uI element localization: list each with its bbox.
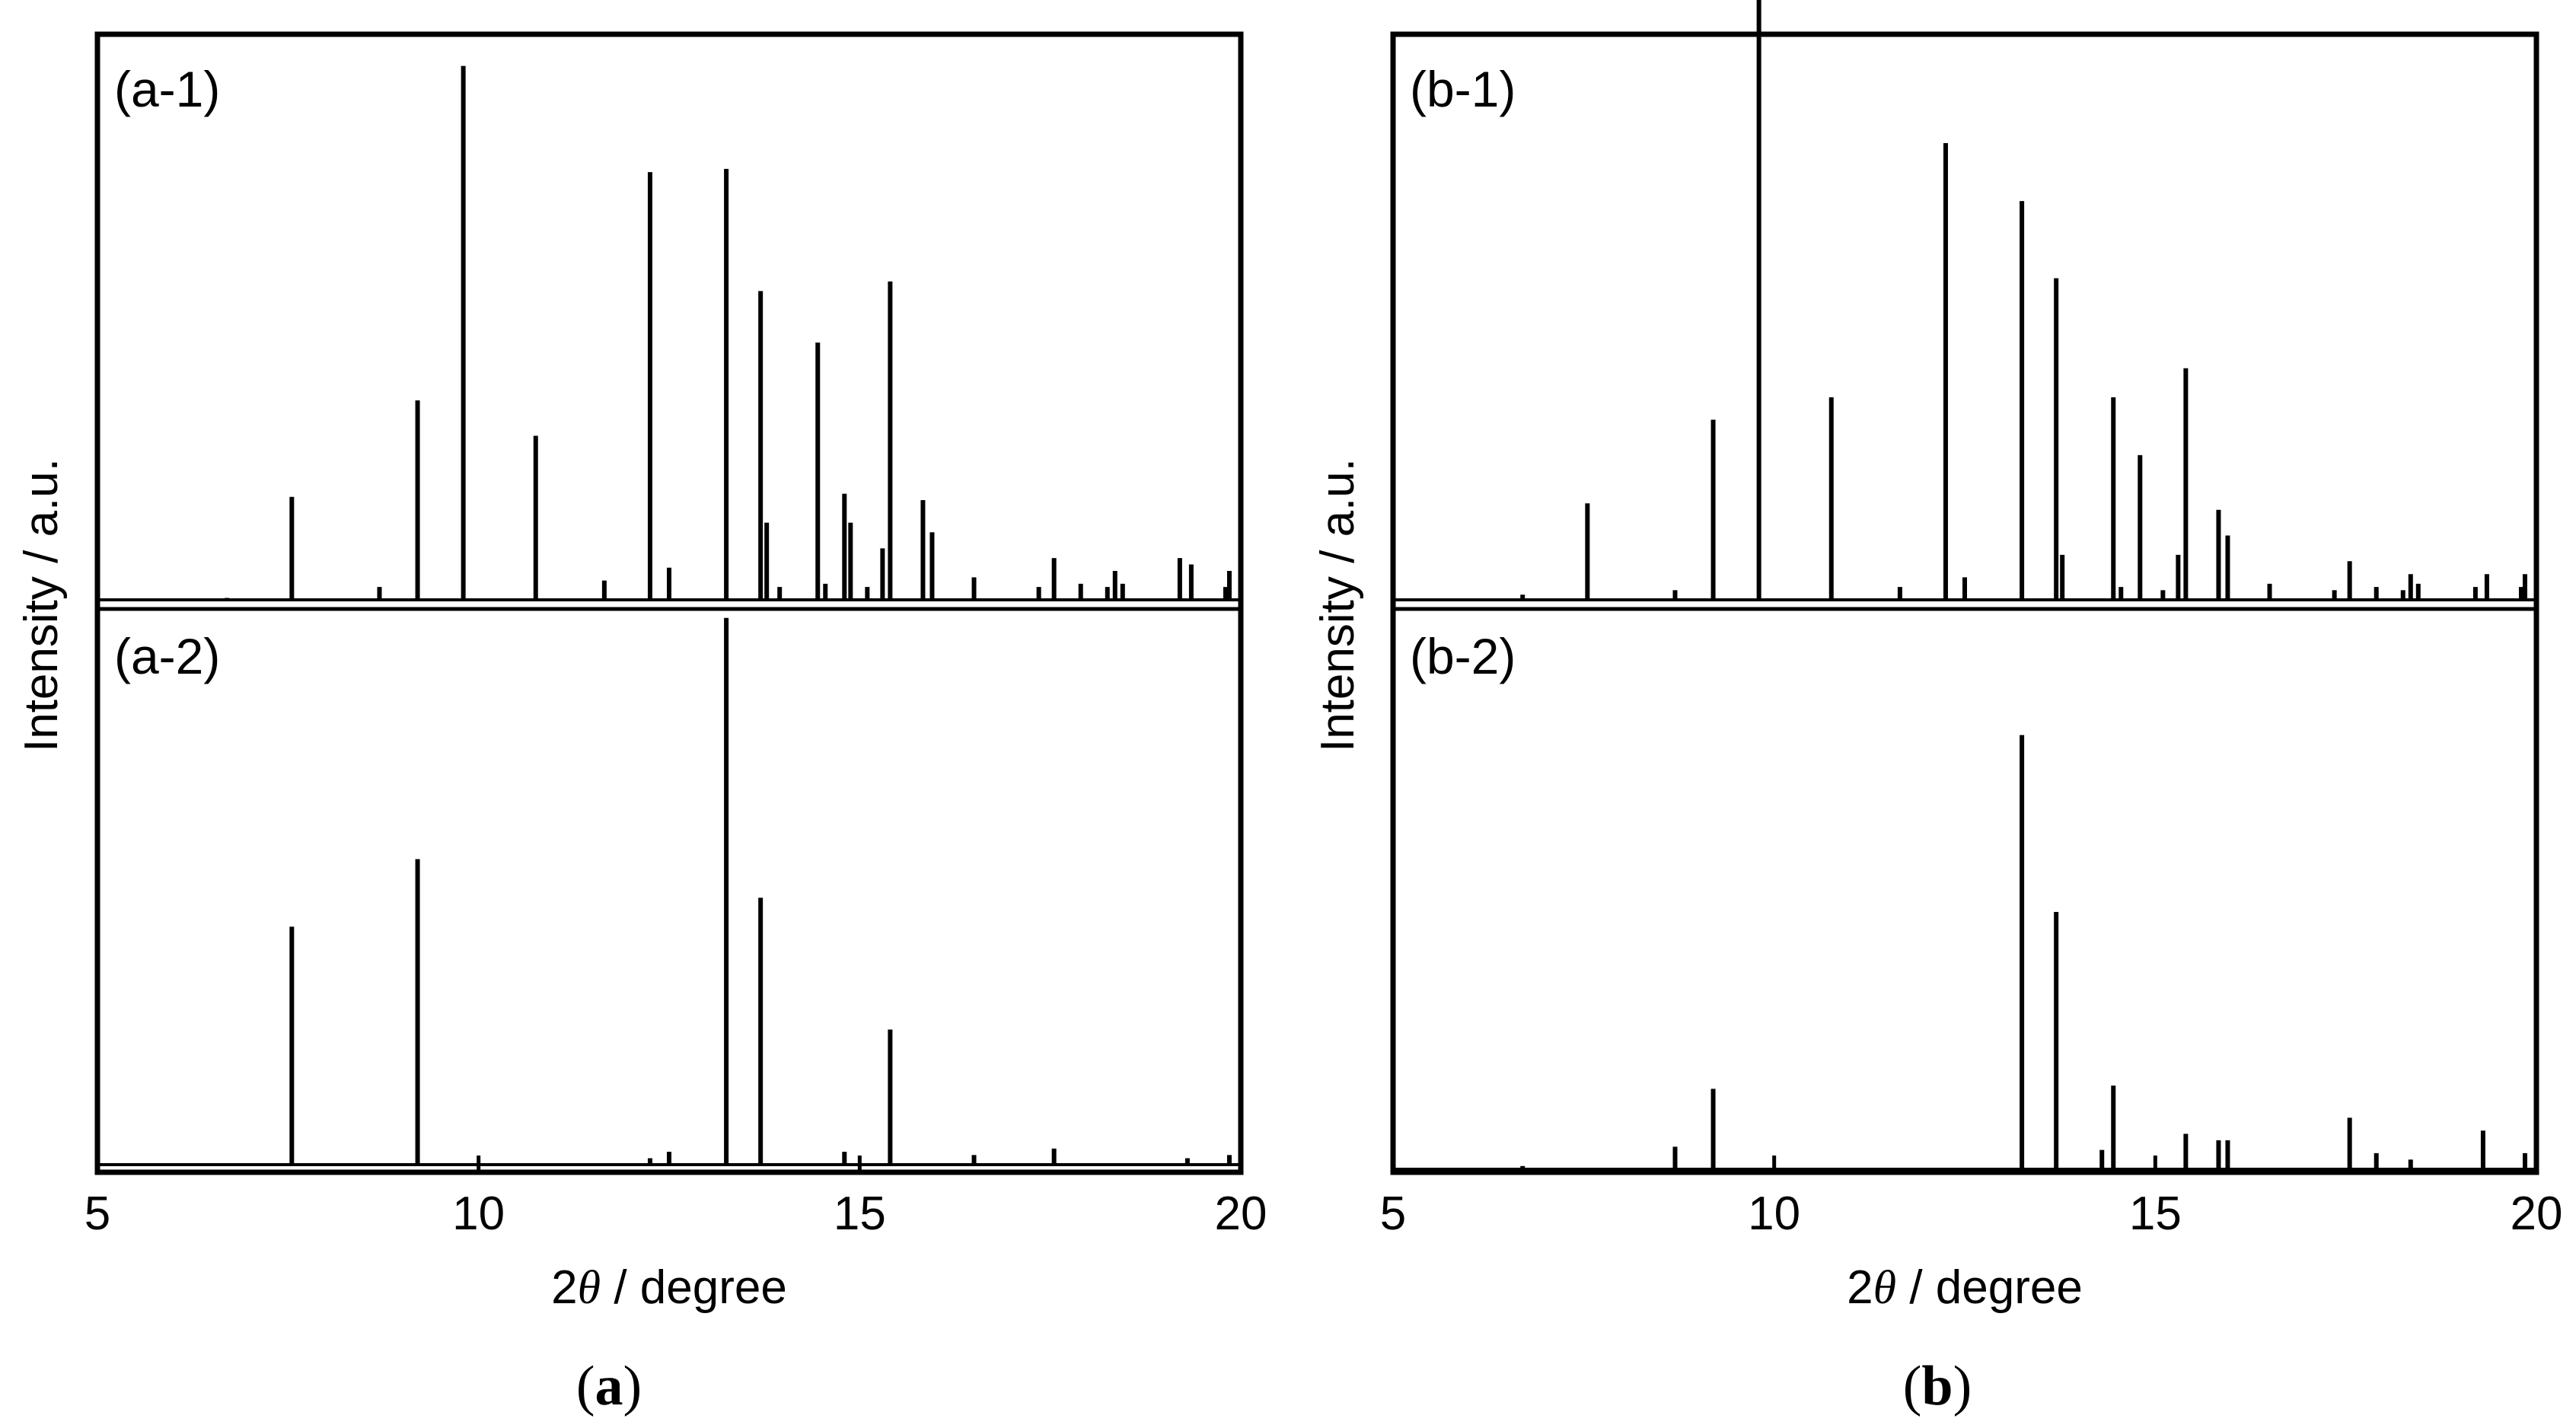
x-tick-label-a-20: 20 <box>1215 1188 1267 1240</box>
x-axis-label-suffix: / degree <box>1896 1261 2083 1314</box>
x-tick-label-a-10: 10 <box>452 1188 505 1240</box>
spectra-group-a <box>97 65 1241 1166</box>
subplot-label-a-2: (a-2) <box>114 628 220 684</box>
caption-paren-open: ( <box>576 1355 595 1417</box>
x-tick-label-a-5: 5 <box>84 1188 110 1240</box>
x-tick-label-a-15: 15 <box>834 1188 886 1240</box>
x-tick-label-b-15: 15 <box>2129 1188 2182 1240</box>
theta-symbol: θ <box>1873 1262 1896 1314</box>
chart-panel-a: 5 10 15 20 (a-1) (a-2) Intensity / a.u. 2θ … <box>15 31 1267 1417</box>
theta-symbol: θ <box>578 1262 601 1314</box>
plot-frame-a <box>94 31 1244 1175</box>
x-ticks-b: 5 10 15 20 <box>1380 1156 2563 1240</box>
x-axis-label-suffix: / degree <box>601 1261 787 1314</box>
x-axis-label-prefix: 2 <box>1847 1261 1873 1314</box>
subplot-label-b-1: (b-1) <box>1410 61 1516 117</box>
caption-paren-close: ) <box>1953 1355 1972 1417</box>
x-axis-label-prefix: 2 <box>551 1261 577 1314</box>
chart-panel-b: 5 10 15 20 (b-1) (b-2) Intensity / a.u. 2θ … <box>1312 0 2562 1417</box>
x-ticks-a: 5 10 15 20 <box>84 1156 1267 1240</box>
caption-paren-open: ( <box>1903 1355 1922 1417</box>
caption-b: (b) <box>1903 1355 1972 1417</box>
x-tick-label-b-10: 10 <box>1748 1188 1800 1240</box>
spectra-group-b <box>1393 0 2536 1171</box>
caption-a: (a) <box>576 1355 642 1417</box>
caption-paren-close: ) <box>623 1355 642 1417</box>
x-axis-label-a: 2θ / degree <box>551 1261 787 1314</box>
subplot-label-a-1: (a-1) <box>114 61 220 117</box>
x-tick-label-b-5: 5 <box>1380 1188 1406 1240</box>
x-tick-label-b-20: 20 <box>2511 1188 2563 1240</box>
x-axis-label-b: 2θ / degree <box>1847 1261 2083 1314</box>
caption-letter: b <box>1921 1355 1953 1417</box>
plot-frame-b <box>1390 31 2539 1175</box>
caption-letter: a <box>595 1355 623 1417</box>
y-axis-label-b: Intensity / a.u. <box>1312 458 1364 752</box>
y-axis-label-a: Intensity / a.u. <box>15 458 68 752</box>
subplot-label-b-2: (b-2) <box>1410 628 1516 684</box>
